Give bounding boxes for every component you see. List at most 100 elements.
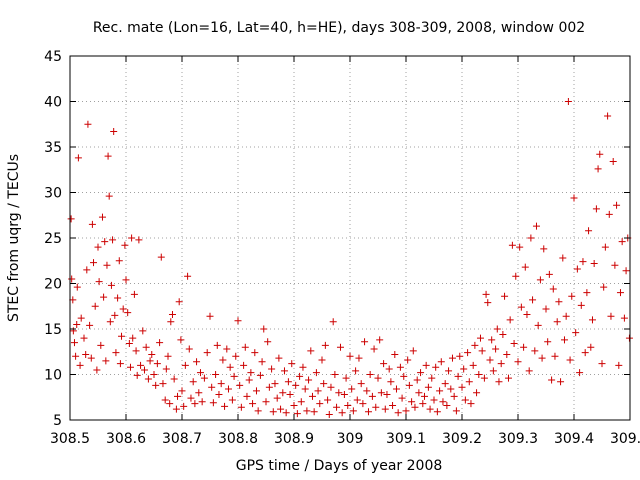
data-point xyxy=(162,365,170,373)
data-point xyxy=(600,283,608,291)
data-point xyxy=(492,345,500,353)
data-point xyxy=(243,392,251,400)
data-point xyxy=(579,258,587,266)
data-point xyxy=(237,403,245,411)
data-point xyxy=(372,403,380,411)
data-point xyxy=(224,385,232,393)
data-point xyxy=(448,354,456,362)
data-point xyxy=(476,334,484,342)
data-point xyxy=(489,367,497,375)
data-point xyxy=(264,338,272,346)
data-point xyxy=(557,378,565,386)
data-point xyxy=(469,361,477,369)
data-point xyxy=(605,210,613,218)
data-point xyxy=(164,352,172,360)
data-point xyxy=(258,358,266,366)
data-point xyxy=(426,405,434,413)
data-point xyxy=(363,387,371,395)
y-tick-label: 5 xyxy=(53,413,62,429)
data-point xyxy=(180,402,188,410)
data-point xyxy=(133,371,141,379)
data-point xyxy=(385,365,393,373)
data-point xyxy=(596,150,604,158)
data-point xyxy=(598,360,606,368)
data-point xyxy=(493,325,501,333)
data-point xyxy=(324,396,332,404)
data-point xyxy=(452,407,460,415)
data-point xyxy=(456,352,464,360)
data-point xyxy=(445,367,453,375)
data-point xyxy=(460,365,468,373)
data-point xyxy=(69,327,77,335)
data-point xyxy=(497,360,505,368)
data-point xyxy=(74,154,82,162)
data-point xyxy=(129,334,137,342)
data-point xyxy=(484,299,492,307)
data-point xyxy=(531,347,539,355)
data-point xyxy=(359,400,367,408)
data-point xyxy=(268,365,276,373)
data-point xyxy=(555,298,563,306)
data-point xyxy=(203,349,211,357)
data-point xyxy=(67,215,75,223)
data-point xyxy=(437,358,445,366)
data-point xyxy=(247,369,255,377)
data-point xyxy=(80,334,88,342)
data-point xyxy=(433,408,441,416)
data-point xyxy=(139,327,147,335)
data-point xyxy=(217,380,225,388)
y-tick-label: 20 xyxy=(44,277,62,293)
data-point xyxy=(615,361,623,369)
data-point xyxy=(409,347,417,355)
data-point xyxy=(260,325,268,333)
data-point xyxy=(98,213,106,221)
data-point xyxy=(523,310,531,318)
tick-labels: 308.5 308.6 308.7 308.8 308.9 309 309.1 309.2 30… xyxy=(44,49,640,447)
data-point xyxy=(118,332,126,340)
data-point xyxy=(611,261,619,269)
y-tick-label: 15 xyxy=(44,322,62,338)
chart-title: Rec. mate (Lon=16, Lat=40, h=HE), days 3… xyxy=(93,20,585,36)
data-point xyxy=(314,387,322,395)
x-axis-label: GPS time / Days of year 2008 xyxy=(236,458,443,474)
data-point xyxy=(262,398,270,406)
data-point xyxy=(398,394,406,402)
data-point xyxy=(245,376,253,384)
data-point xyxy=(480,374,488,382)
data-point xyxy=(411,403,419,411)
data-point xyxy=(215,391,223,399)
data-point xyxy=(588,316,596,324)
data-point xyxy=(153,360,161,368)
data-point xyxy=(305,376,313,384)
data-point xyxy=(124,309,132,317)
data-point xyxy=(193,358,201,366)
data-point xyxy=(396,363,404,371)
data-point xyxy=(321,341,329,349)
data-point xyxy=(506,316,514,324)
data-point xyxy=(534,321,542,329)
data-point xyxy=(618,238,626,246)
data-point xyxy=(568,292,576,300)
data-point xyxy=(198,398,206,406)
data-point xyxy=(167,318,175,326)
data-point xyxy=(583,289,591,297)
data-point xyxy=(290,401,298,409)
data-point xyxy=(209,399,217,407)
data-point xyxy=(404,356,412,364)
data-point xyxy=(150,371,158,378)
data-point xyxy=(495,378,503,386)
data-point xyxy=(213,341,221,349)
data-point xyxy=(195,389,203,397)
data-point xyxy=(566,356,574,364)
data-point xyxy=(562,312,570,320)
data-point xyxy=(142,343,150,351)
data-point xyxy=(441,380,449,388)
x-tick-label: 308.6 xyxy=(106,431,146,447)
data-point xyxy=(70,339,78,347)
data-point xyxy=(560,336,568,344)
data-point xyxy=(394,409,402,417)
data-point xyxy=(338,409,346,417)
data-point xyxy=(122,276,130,284)
data-point xyxy=(361,338,369,346)
data-point xyxy=(357,380,365,388)
